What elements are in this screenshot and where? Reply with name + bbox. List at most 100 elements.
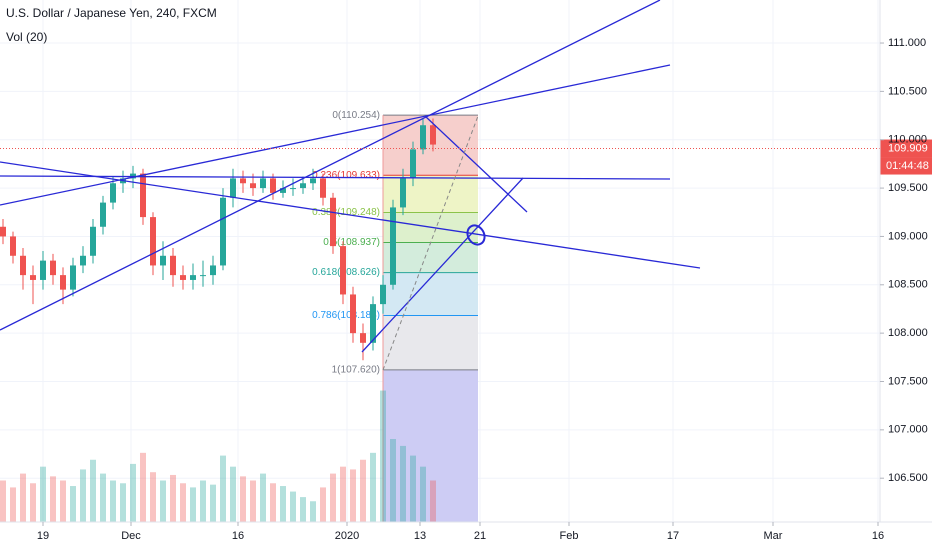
volume-bar [420, 466, 426, 522]
candle-body [90, 226, 96, 256]
volume-bar [180, 483, 186, 522]
axes: 111.000 110.500 110.000 109.500 109.000 108.5… [37, 37, 928, 542]
timer-label: 01:44:48 [886, 160, 929, 172]
candle-body [260, 178, 266, 189]
volume-bar [130, 463, 136, 522]
x-tick-label: 13 [414, 530, 426, 542]
x-tick-label: Dec [121, 530, 141, 542]
x-tick-label: 21 [474, 530, 486, 542]
trend-line [361, 177, 524, 353]
volume-bar [250, 480, 256, 522]
y-tick-label: 109.000 [888, 230, 928, 242]
fib-zone [383, 115, 478, 176]
fib-trend [382, 115, 479, 371]
volume-bar [210, 484, 216, 522]
candle-body [200, 275, 206, 277]
volume-bar [170, 474, 176, 522]
volume [0, 390, 436, 522]
candle-body [70, 265, 76, 290]
candle-body [170, 255, 176, 276]
volume-bar [340, 466, 346, 522]
volume-bar [50, 476, 56, 522]
candle-body [180, 275, 186, 280]
candle-body [140, 173, 146, 218]
volume-bar [270, 483, 276, 522]
trend-lines [0, 0, 701, 371]
x-tick-label: Mar [764, 530, 783, 542]
candle-body [230, 178, 236, 198]
last-price-box [880, 139, 932, 158]
volume-bar [370, 452, 376, 522]
candle-body [280, 188, 286, 193]
volume-bar [140, 452, 146, 522]
volume-bar [320, 487, 326, 522]
x-tick-label: 19 [37, 530, 49, 542]
candle-body [160, 255, 166, 266]
x-tick-label: Feb [560, 530, 579, 542]
candle-body [360, 333, 366, 343]
volume-bar [80, 469, 86, 522]
candle-body [350, 294, 356, 334]
volume-bar [0, 480, 6, 522]
volume-bar [30, 483, 36, 522]
candle-body [430, 125, 436, 145]
candle-body [20, 255, 26, 276]
volume-bar [380, 390, 386, 522]
candle-body [300, 183, 306, 189]
trend-line [0, 161, 701, 269]
volume-label: Vol (20) [6, 30, 47, 44]
y-tick-label: 107.000 [888, 424, 928, 436]
volume-bar [310, 501, 316, 522]
trend-line [0, 0, 661, 331]
fib-zone [383, 315, 478, 370]
volume-bar [290, 491, 296, 522]
fib-zone [383, 369, 478, 522]
candle-body [60, 275, 66, 290]
y-tick-label: 109.500 [888, 182, 928, 194]
volume-bar [260, 473, 266, 522]
fib-zone [383, 175, 478, 213]
candle-body [100, 202, 106, 227]
candle-body [320, 178, 326, 198]
highlight-ellipse [466, 224, 486, 246]
volume-bar [160, 480, 166, 522]
volume-bar [360, 459, 366, 522]
volume-bar [60, 480, 66, 522]
candle-body [80, 255, 86, 266]
chart-title: U.S. Dollar / Japanese Yen, 240, FXCM [6, 6, 217, 20]
trend-line [0, 64, 671, 206]
volume-bar [70, 486, 76, 522]
fib-label: 0.786(108.183) [312, 310, 380, 321]
timer-box [880, 157, 932, 175]
y-tick-label: 107.500 [888, 375, 928, 387]
candle-body [220, 197, 226, 266]
volume-bar [150, 472, 156, 522]
candle-body [110, 183, 116, 203]
volume-bar [430, 480, 436, 522]
candle-body [330, 197, 336, 247]
fib-zone [383, 242, 478, 273]
volume-bar [330, 473, 336, 522]
candle-body [250, 183, 256, 189]
candle-body [380, 284, 386, 305]
x-tick-label: 16 [232, 530, 244, 542]
fib-label: 0.382(109.248) [312, 207, 380, 218]
candle-body [0, 226, 6, 237]
trend-line [424, 115, 528, 213]
candle-body [150, 217, 156, 266]
volume-bar [390, 439, 396, 522]
volume-bar [350, 469, 356, 522]
y-tick-label: 108.500 [888, 279, 928, 291]
trend-line [0, 175, 671, 180]
volume-bar [90, 459, 96, 522]
volume-bar [410, 455, 416, 522]
volume-bar [230, 466, 236, 522]
volume-bar [220, 455, 226, 522]
x-tick-label: 2020 [335, 530, 359, 542]
candle-body [340, 246, 346, 295]
fib-label: 0.236(109.633) [312, 170, 380, 181]
last-price: 109.909 01:44:48 [0, 139, 932, 175]
x-tick-label: 16 [872, 530, 884, 542]
y-tick-label: 110.500 [888, 85, 927, 97]
